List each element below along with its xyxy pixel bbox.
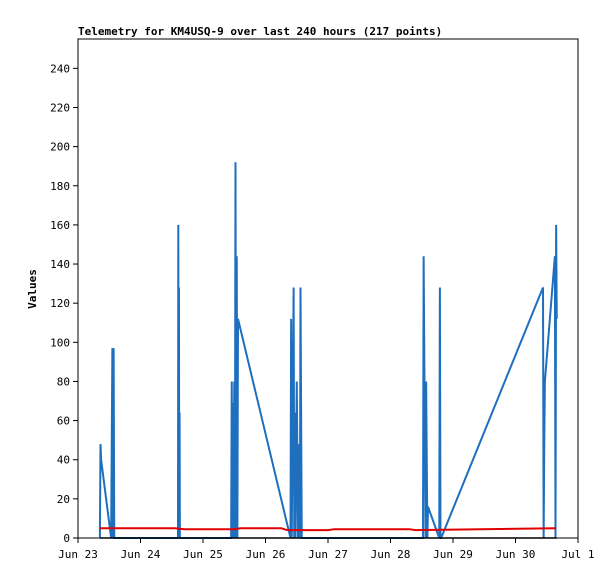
x-tick-label: Jun 23 [58,548,98,561]
x-tick-label: Jun 29 [433,548,473,561]
x-tick-label: Jun 26 [246,548,286,561]
y-axis-label: Values [26,269,39,309]
plot-frame [77,38,579,539]
x-tick-label: Jun 30 [496,548,536,561]
chart-title: Telemetry for KM4USQ-9 over last 240 hou… [78,25,442,38]
y-tick-label: 120 [50,297,70,310]
x-tick-label: Jun 24 [121,548,161,561]
y-tick-label: 100 [50,336,70,349]
y-tick-label: 200 [50,141,70,154]
x-axis: Jun 23 Jun 24 Jun 25 Jun 26 Jun 27 Jun 28 Jun … [58,538,595,561]
y-tick-label: 180 [50,180,70,193]
y-tick-label: 220 [50,101,70,114]
y-tick-label: 20 [57,493,70,506]
series-layer [98,162,558,539]
y-axis: 0 20 40 60 80 100 120 140 160 180 200 220 240 [50,62,78,545]
y-tick-label: 140 [50,258,70,271]
y-tick-label: 40 [57,454,70,467]
x-tick-label: Jun 28 [371,548,411,561]
y-tick-label: 80 [57,375,70,388]
y-tick-label: 0 [63,532,70,545]
y-tick-label: 160 [50,219,70,232]
x-tick-label: Jul 1 [561,548,594,561]
x-tick-label: Jun 25 [183,548,223,561]
x-tick-label: Jun 27 [308,548,348,561]
y-tick-label: 60 [57,415,70,428]
y-tick-label: 240 [50,62,70,75]
series-line-1 [99,527,557,532]
